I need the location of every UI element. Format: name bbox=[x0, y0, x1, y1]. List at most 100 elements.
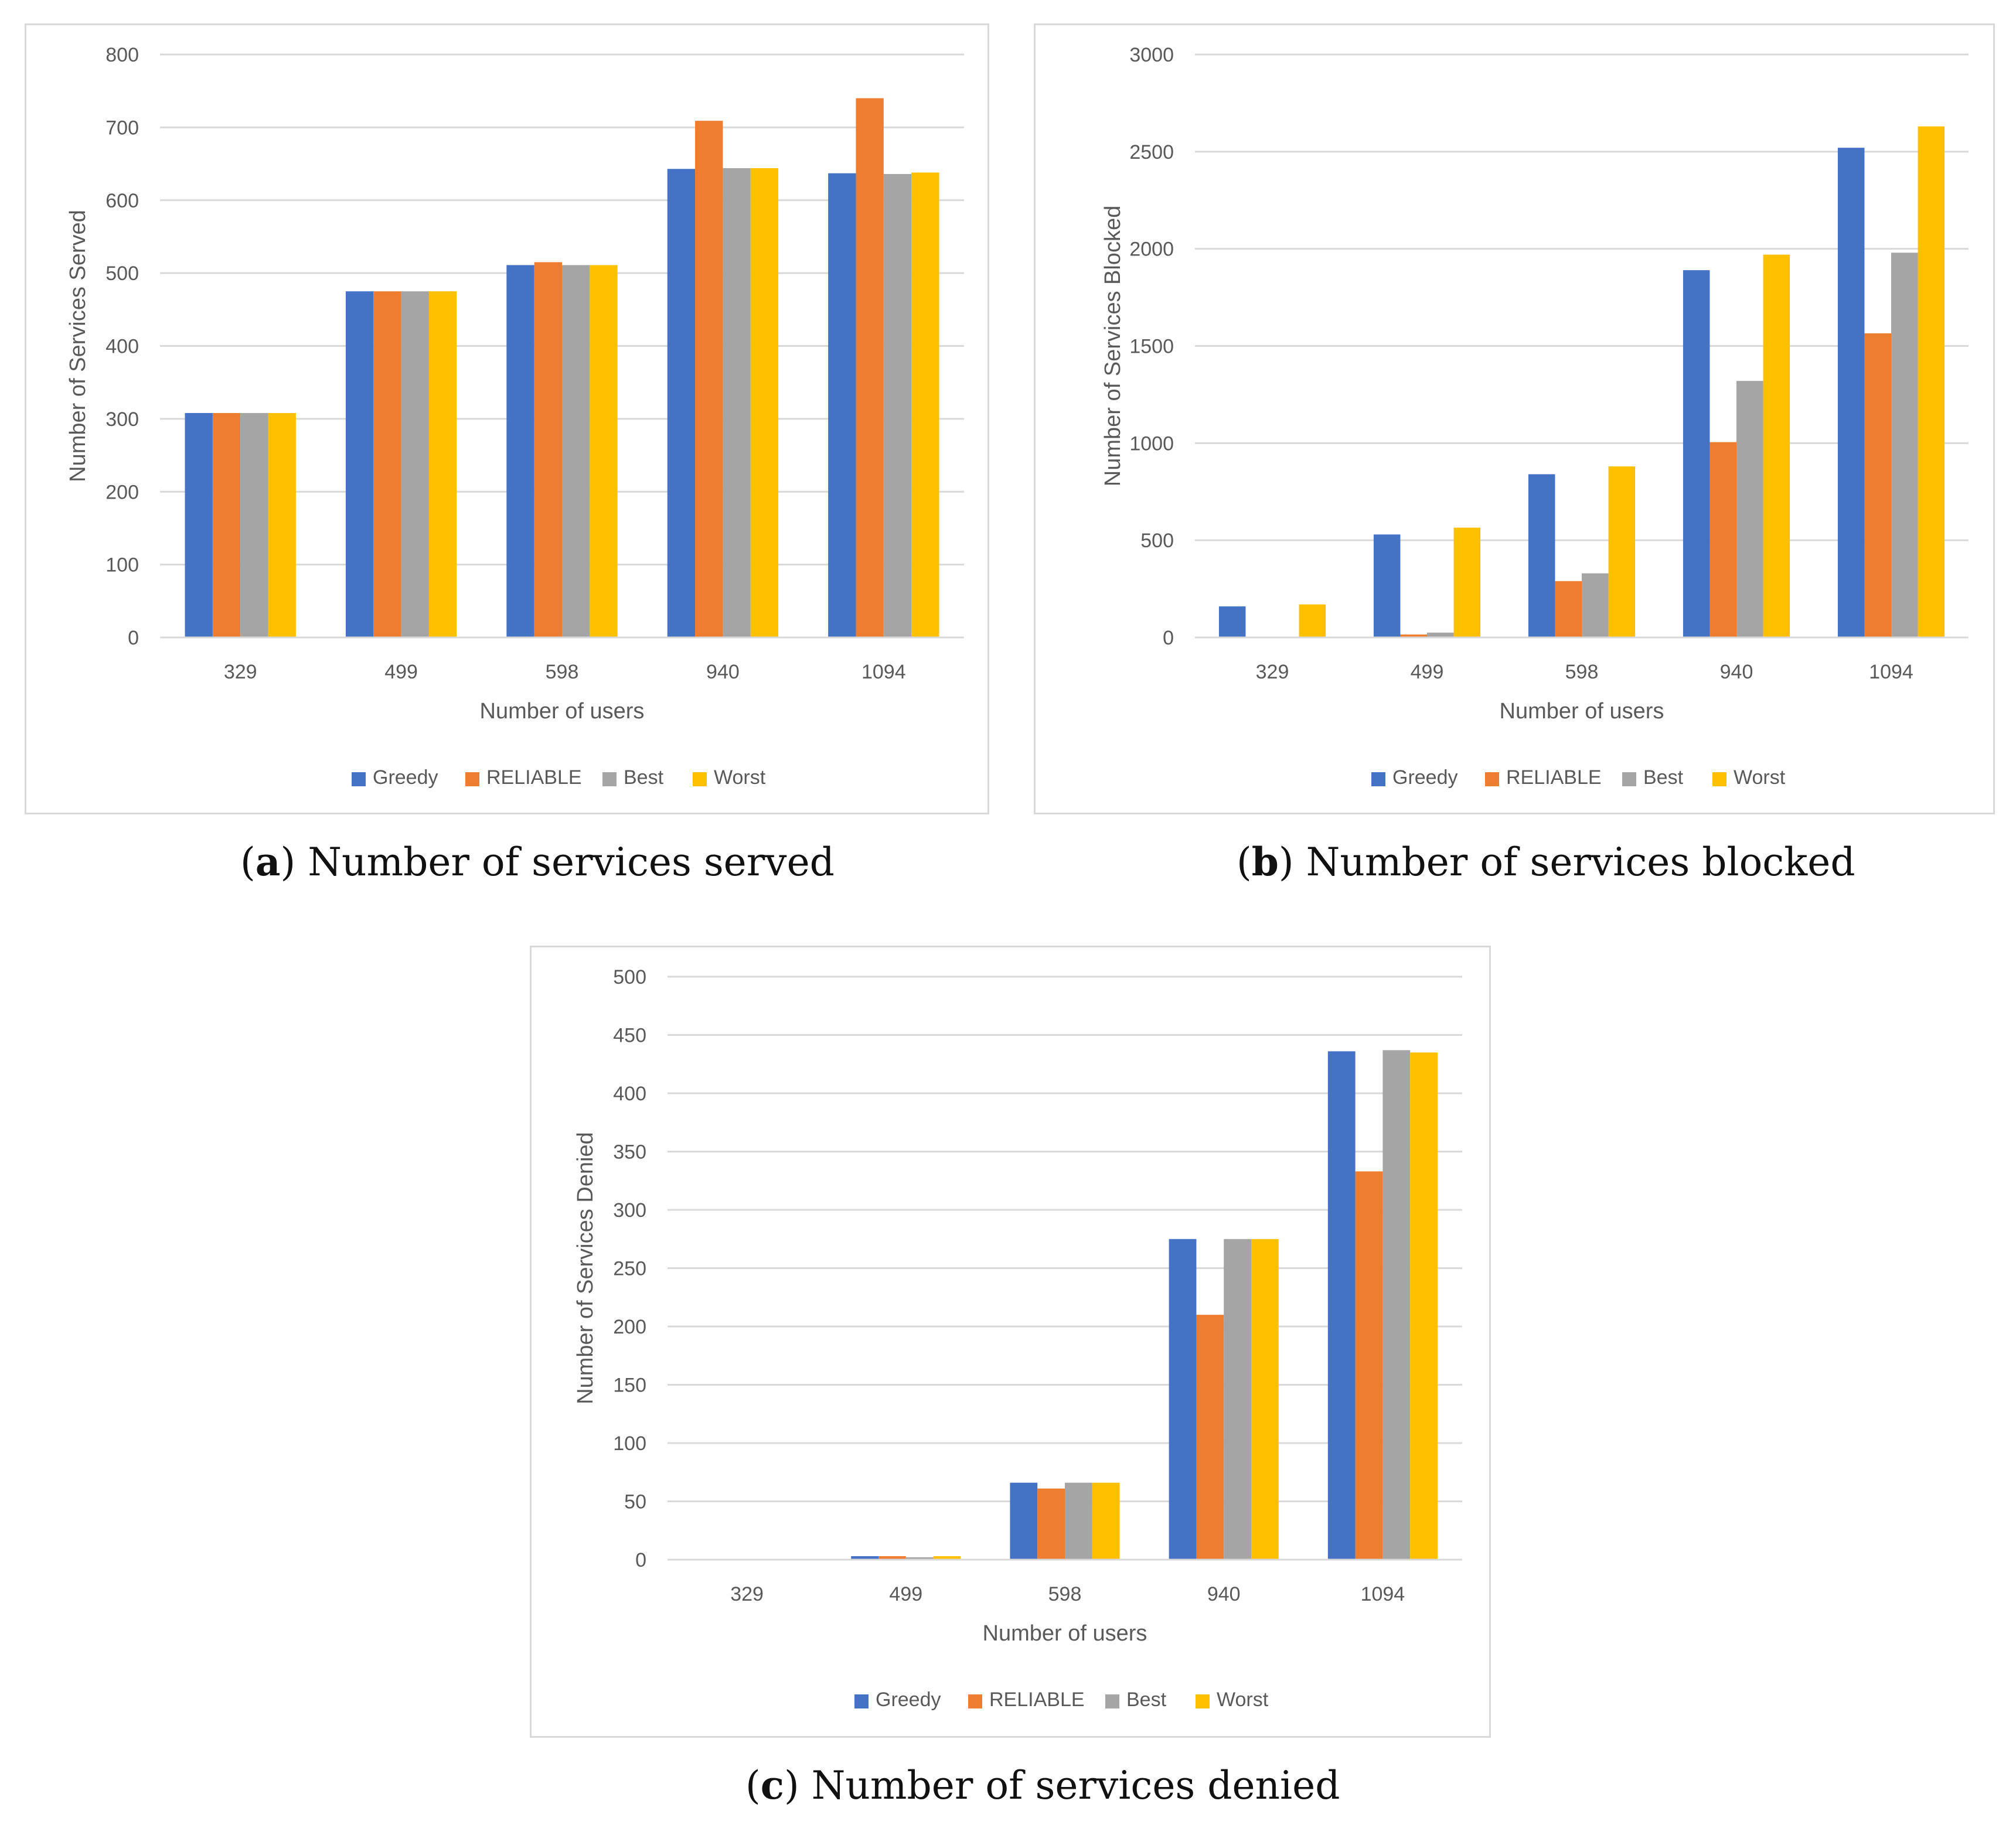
legend-swatch-worst bbox=[1712, 772, 1726, 786]
x-tick-label: 940 bbox=[1720, 661, 1753, 683]
y-tick-label: 0 bbox=[635, 1549, 646, 1571]
y-tick-label: 3000 bbox=[1129, 44, 1174, 66]
bar-worst-1094 bbox=[911, 172, 939, 637]
bar-reliable-940 bbox=[1709, 442, 1736, 637]
y-tick-label: 2500 bbox=[1129, 141, 1174, 163]
bar-greedy-598 bbox=[1528, 474, 1555, 637]
bar-greedy-329 bbox=[185, 412, 213, 637]
legend-label-best: Best bbox=[624, 766, 664, 789]
legend-label-greedy: Greedy bbox=[373, 766, 438, 789]
legend-swatch-greedy bbox=[352, 772, 366, 786]
bar-reliable-1094 bbox=[856, 98, 884, 637]
y-tick-label: 300 bbox=[613, 1199, 646, 1222]
bar-best-1094 bbox=[1382, 1050, 1411, 1560]
bar-worst-940 bbox=[1251, 1239, 1279, 1560]
bar-best-499 bbox=[1427, 632, 1454, 637]
bar-greedy-1094 bbox=[828, 173, 856, 637]
legend-label-worst: Worst bbox=[1217, 1689, 1269, 1711]
y-axis-title: Number of Services Denied bbox=[573, 1132, 598, 1404]
y-tick-label: 200 bbox=[613, 1316, 646, 1338]
bar-best-499 bbox=[401, 291, 429, 637]
y-tick-label: 100 bbox=[613, 1433, 646, 1455]
x-tick-label: 1094 bbox=[1361, 1583, 1405, 1605]
chart-svg-b: 0 500 1000 1500 2000 2500 3000 329 499 598 940 1094… bbox=[1101, 44, 1969, 789]
bar-reliable-499 bbox=[1400, 635, 1427, 637]
bar-reliable-499 bbox=[878, 1556, 906, 1560]
caption-b: (b) Number of services blocked bbox=[1237, 839, 1855, 885]
bar-worst-940 bbox=[750, 168, 779, 637]
y-tick-label: 500 bbox=[105, 262, 139, 285]
legend-label-greedy: Greedy bbox=[1392, 766, 1458, 789]
y-tick-label: 500 bbox=[613, 966, 646, 988]
x-tick-label: 499 bbox=[1411, 661, 1444, 683]
bar-worst-598 bbox=[1092, 1482, 1120, 1560]
x-tick-label: 329 bbox=[730, 1583, 764, 1605]
y-tick-label: 600 bbox=[105, 190, 139, 212]
legend-swatch-greedy bbox=[1371, 772, 1385, 786]
bar-best-499 bbox=[905, 1557, 934, 1560]
x-tick-label: 940 bbox=[706, 661, 740, 683]
bar-best-598 bbox=[562, 265, 590, 638]
x-tick-label: 940 bbox=[1207, 1583, 1241, 1605]
bar-worst-1094 bbox=[1410, 1052, 1438, 1560]
bar-reliable-940 bbox=[1196, 1315, 1224, 1560]
x-tick-label: 499 bbox=[384, 661, 418, 683]
bar-worst-499 bbox=[428, 291, 457, 637]
y-tick-label: 400 bbox=[613, 1083, 646, 1105]
bar-greedy-1094 bbox=[1327, 1051, 1356, 1560]
bar-best-1094 bbox=[883, 173, 912, 638]
bar-greedy-499 bbox=[1373, 534, 1401, 637]
legend-swatch-worst bbox=[1196, 1694, 1210, 1708]
x-tick-label: 1094 bbox=[1869, 661, 1913, 683]
legend-swatch-greedy bbox=[854, 1694, 869, 1708]
x-tick-label: 598 bbox=[1048, 1583, 1082, 1605]
bar-worst-1094 bbox=[1918, 126, 1945, 637]
y-tick-label: 450 bbox=[613, 1025, 646, 1047]
x-tick-label: 598 bbox=[546, 661, 579, 683]
y-tick-label: 100 bbox=[105, 554, 139, 577]
legend-label-greedy: Greedy bbox=[876, 1689, 941, 1711]
y-tick-label: 1500 bbox=[1129, 336, 1174, 358]
x-tick-label: 329 bbox=[224, 661, 257, 683]
x-tick-label: 329 bbox=[1256, 661, 1289, 683]
legend-swatch-worst bbox=[693, 772, 707, 786]
y-tick-label: 50 bbox=[624, 1491, 646, 1513]
legend-label-reliable: RELIABLE bbox=[989, 1689, 1085, 1711]
bar-greedy-940 bbox=[667, 169, 696, 637]
bar-worst-499 bbox=[933, 1556, 961, 1560]
legend-label-reliable: RELIABLE bbox=[1506, 766, 1602, 789]
y-tick-label: 200 bbox=[105, 481, 139, 503]
bar-worst-329 bbox=[1299, 604, 1326, 637]
chart-panel-b: 0 500 1000 1500 2000 2500 3000 329 499 598 940 1094… bbox=[1034, 23, 1995, 814]
bar-worst-598 bbox=[1608, 466, 1636, 637]
bar-reliable-598 bbox=[1555, 581, 1582, 637]
chart-svg-a: 0 100 200 300 400 500 600 700 800 329 499 598 940 109… bbox=[66, 44, 964, 789]
legend-swatch-best bbox=[1622, 772, 1636, 786]
bar-greedy-1094 bbox=[1837, 148, 1865, 637]
bar-worst-329 bbox=[268, 412, 296, 637]
legend-swatch-reliable bbox=[968, 1694, 982, 1708]
bar-greedy-940 bbox=[1683, 270, 1710, 637]
chart-panel-c: 0 50 100 150 200 250 300 350 400 450 500 329 499 598 9… bbox=[530, 946, 1491, 1738]
y-tick-label: 350 bbox=[613, 1141, 646, 1164]
legend-label-reliable: RELIABLE bbox=[486, 766, 582, 789]
chart-svg-c: 0 50 100 150 200 250 300 350 400 450 500 329 499 598 9… bbox=[573, 966, 1462, 1711]
caption-a: (a) Number of services served bbox=[240, 839, 835, 885]
y-tick-label: 500 bbox=[1140, 530, 1174, 552]
bar-reliable-598 bbox=[1037, 1488, 1065, 1560]
y-tick-label: 300 bbox=[105, 408, 139, 431]
bar-greedy-598 bbox=[1010, 1482, 1038, 1560]
legend-swatch-reliable bbox=[465, 772, 479, 786]
bar-greedy-598 bbox=[506, 265, 534, 638]
y-tick-label: 800 bbox=[105, 44, 139, 66]
x-tick-label: 499 bbox=[889, 1583, 922, 1605]
y-tick-label: 2000 bbox=[1129, 238, 1174, 261]
legend-swatch-best bbox=[602, 772, 617, 786]
y-tick-label: 1000 bbox=[1129, 432, 1174, 455]
bar-reliable-499 bbox=[373, 291, 401, 637]
bar-reliable-329 bbox=[212, 412, 241, 637]
bar-worst-940 bbox=[1763, 254, 1790, 637]
bar-reliable-598 bbox=[534, 262, 562, 637]
bar-best-329 bbox=[240, 412, 268, 637]
bar-greedy-940 bbox=[1169, 1239, 1197, 1560]
